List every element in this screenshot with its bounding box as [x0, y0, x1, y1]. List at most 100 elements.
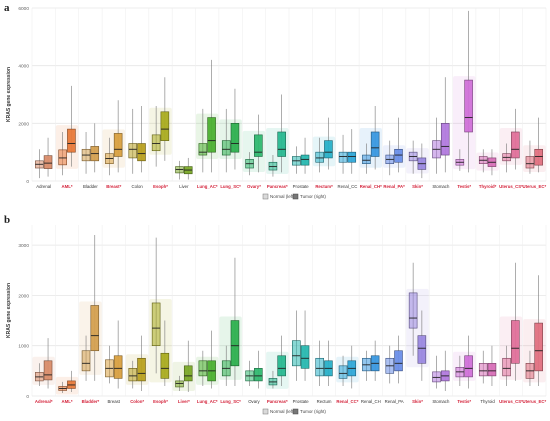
category-group — [406, 140, 429, 179]
normal-box — [175, 380, 184, 388]
x-tick-label: Liver — [179, 184, 189, 189]
legend-label-tumor: Tumor (right) — [300, 409, 326, 414]
legend-swatch-tumor — [292, 193, 299, 200]
y-axis-label: KRAS gene expression — [6, 283, 12, 338]
category-group — [55, 85, 79, 176]
y-tick-label: 0 — [26, 179, 29, 185]
normal-box — [151, 302, 161, 347]
tumor-box — [440, 123, 450, 156]
tumor-box — [207, 117, 216, 153]
category-group — [432, 77, 450, 174]
tumor-box — [417, 335, 427, 364]
normal-box — [198, 143, 208, 156]
normal-box — [58, 149, 67, 166]
normal-box — [408, 292, 418, 329]
tumor-box — [464, 355, 473, 378]
tumor-box — [43, 360, 53, 381]
category-group — [453, 335, 476, 389]
category-group — [125, 335, 149, 391]
category-group — [385, 335, 403, 384]
category-group — [382, 117, 406, 176]
category-group — [338, 129, 357, 174]
category-group — [292, 310, 310, 381]
tumor-box — [277, 131, 286, 157]
category-group — [406, 262, 429, 381]
category-group — [432, 350, 450, 391]
x-tick-label: Adrenal* — [35, 399, 53, 404]
y-tick-label: 3000 — [18, 243, 29, 249]
x-tick-label: Esoph* — [153, 184, 168, 189]
category-group — [149, 77, 172, 167]
x-tick-label: Lung_AC* — [197, 184, 218, 189]
legend-swatch-normal — [262, 408, 269, 415]
x-tick-label: Uterus_EC* — [522, 184, 546, 189]
x-tick-label: Uterus_EC* — [522, 399, 546, 404]
x-tick-label: Renal_PA* — [383, 184, 405, 189]
x-tick-label: Renal_CC* — [336, 399, 358, 404]
x-tick-label: Bladder* — [82, 399, 100, 404]
x-tick-label: Breast — [108, 399, 121, 404]
normal-box — [81, 350, 91, 372]
category-group — [196, 330, 219, 389]
tumor-box — [137, 357, 146, 382]
tumor-box — [113, 133, 123, 157]
y-tick-label: 2000 — [18, 293, 29, 299]
x-tick-label: Adrenal — [36, 184, 51, 189]
normal-box — [198, 360, 208, 377]
category-group — [453, 10, 476, 173]
category-group — [219, 257, 242, 386]
x-tick-label: Skin* — [412, 399, 423, 404]
tumor-box — [300, 345, 310, 369]
normal-box — [338, 365, 348, 379]
normal-box — [151, 134, 161, 152]
x-tick-label: Breast* — [106, 184, 121, 189]
legend-swatch-tumor — [292, 408, 299, 415]
tumor-box — [183, 365, 193, 382]
category-group — [35, 137, 53, 179]
legend-label-tumor: Tumor (right) — [300, 194, 326, 199]
x-tick-label: Lung_AC* — [197, 399, 218, 404]
tumor-box — [511, 320, 520, 364]
y-tick-label: 0 — [26, 394, 29, 400]
normal-box — [525, 156, 535, 169]
category-group — [362, 340, 380, 381]
tumor-box — [230, 320, 240, 367]
tumor-box — [347, 151, 357, 163]
category-group — [315, 340, 333, 386]
x-tick-label: Testis* — [457, 184, 471, 189]
x-tick-label: Lung_SC* — [220, 184, 241, 189]
category-group — [219, 88, 242, 173]
category-group — [128, 106, 146, 174]
category-group — [499, 262, 523, 386]
tumor-box — [90, 305, 100, 352]
x-tick-label: Thyroid — [480, 399, 495, 404]
category-group — [105, 320, 123, 389]
legend-swatch-normal — [262, 193, 269, 200]
tumor-box — [487, 363, 497, 377]
tumor-box — [160, 352, 170, 379]
category-group — [242, 114, 266, 176]
x-tick-label: Lung_SC* — [220, 399, 241, 404]
category-group — [523, 275, 546, 386]
category-group — [79, 235, 102, 381]
category-group — [149, 237, 172, 386]
chart-panel-a: 0 2000 4000 6000 KRAS gene expression Adrenal… — [6, 6, 546, 200]
category-group — [81, 123, 100, 174]
normal-box — [338, 151, 348, 163]
x-tick-label: Liver* — [178, 399, 190, 404]
legend-label-normal: Normal (left) — [270, 194, 295, 199]
category-group — [172, 340, 196, 392]
category-group — [336, 345, 359, 389]
x-tick-label: Colon* — [130, 399, 144, 404]
x-tick-label: Uterus_CS* — [499, 399, 523, 404]
chart-panel-b: 0 1000 2000 3000 KRAS gene expression Adrenal… — [6, 225, 546, 415]
tumor-box — [534, 322, 543, 372]
y-tick-label: 2000 — [18, 121, 29, 127]
x-tick-label: Renal_PA — [385, 399, 404, 404]
tumor-box — [137, 143, 146, 162]
category-group — [245, 350, 263, 389]
x-tick-label: Testis* — [457, 399, 471, 404]
normal-box — [432, 371, 441, 383]
y-axis-label: KRAS gene expression — [6, 67, 12, 122]
